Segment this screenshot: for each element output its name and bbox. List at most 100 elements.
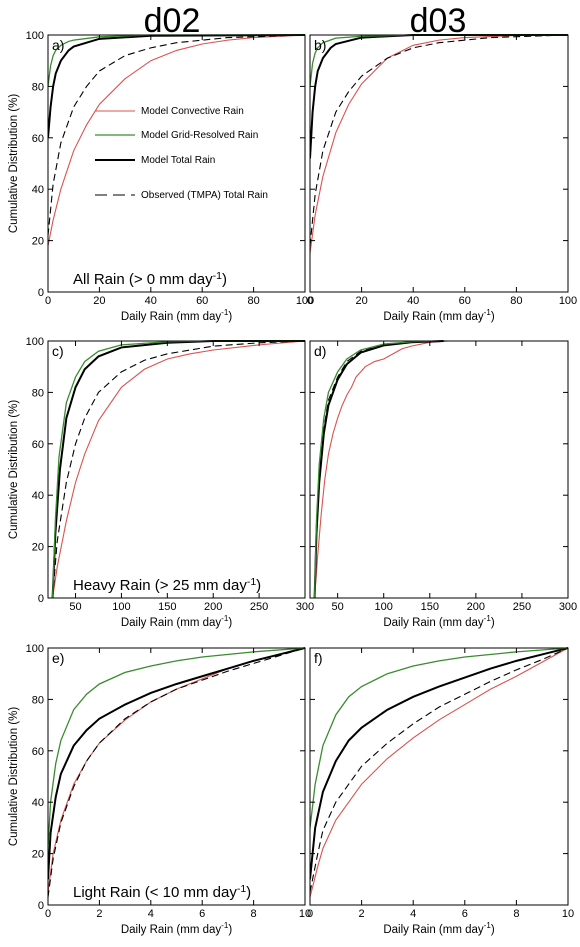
x-tick-label: 10 [299, 908, 311, 920]
series-obs-line [52, 340, 305, 599]
legend-label-obs: Observed (TMPA) Total Rain [141, 190, 268, 201]
x-tick-label: 50 [69, 601, 81, 613]
series-grid-line [48, 34, 305, 87]
y-tick-label: 20 [32, 542, 44, 554]
y-tick-label: 100 [26, 643, 44, 655]
y-tick-label: 20 [32, 849, 44, 861]
series-total-line [48, 647, 305, 880]
x-tick-label: 100 [112, 601, 130, 613]
y-axis-label: Cumulative Distribution (%) [8, 707, 20, 846]
series-grid-line [48, 647, 305, 849]
plot-frame [309, 647, 569, 906]
series-group [310, 647, 568, 898]
x-tick-label: 8 [251, 908, 257, 920]
y-tick-label: 100 [26, 336, 44, 348]
series-obs-line [310, 647, 568, 893]
x-tick-label: 200 [204, 601, 222, 613]
rain-type-label: Heavy Rain (> 25 mm day-1) [73, 576, 261, 594]
y-tick-label: 0 [38, 900, 44, 912]
panel-f: 0 2 4 6 8 10 Daily Rain (mm day-1) f) [307, 647, 574, 936]
x-tick-label: 10 [562, 908, 574, 920]
rain-type-label: Light Rain (< 10 mm day-1) [73, 883, 251, 901]
panel-label: a) [52, 37, 64, 53]
series-group [310, 34, 568, 254]
plot-frame [47, 34, 306, 293]
legend-label-grid: Model Grid-Resolved Rain [141, 130, 258, 141]
x-tick-label: 6 [462, 908, 468, 920]
series-group [51, 340, 305, 599]
x-tick-label: 100 [559, 295, 577, 307]
x-axis-label: Daily Rain (mm day-1) [121, 614, 232, 629]
column-title-d03: d03 [410, 2, 467, 40]
series-group [48, 34, 305, 246]
x-tick-label: 6 [199, 908, 205, 920]
y-tick-label: 60 [32, 133, 44, 145]
y-axis-label: Cumulative Distribution (%) [8, 94, 20, 233]
series-conv-line [314, 340, 449, 599]
x-tick-label: 50 [332, 601, 344, 613]
series-group [313, 340, 449, 599]
x-tick-label: 60 [459, 295, 471, 307]
x-tick-label: 40 [407, 295, 419, 307]
series-total-line [48, 34, 305, 138]
series-obs-line [314, 340, 440, 599]
x-tick-label: 4 [148, 908, 154, 920]
x-tick-label: 100 [375, 601, 393, 613]
x-tick-label: 150 [421, 601, 439, 613]
series-obs-line [48, 647, 305, 898]
x-tick-label: 150 [158, 601, 176, 613]
series-obs-line [310, 34, 568, 246]
x-axis-label: Daily Rain (mm day-1) [121, 921, 232, 936]
series-grid-line [51, 340, 305, 599]
series-conv-line [48, 34, 305, 246]
x-tick-label: 40 [145, 295, 157, 307]
plot-frame [47, 647, 306, 906]
legend-label-total: Model Total Rain [141, 155, 215, 166]
panel-label: d) [314, 343, 326, 359]
x-axis-label: Daily Rain (mm day-1) [383, 614, 494, 629]
panel-label: c) [52, 343, 64, 359]
x-tick-label: 80 [510, 295, 522, 307]
y-tick-label: 40 [32, 184, 44, 196]
series-obs-line [48, 34, 305, 236]
x-tick-label: 2 [359, 908, 365, 920]
legend-label-conv: Model Convective Rain [141, 106, 244, 117]
x-axis-label: Daily Rain (mm day-1) [121, 308, 232, 323]
x-tick-label: 200 [467, 601, 485, 613]
x-tick-label: 0 [45, 908, 51, 920]
column-title-d02: d02 [144, 2, 201, 40]
y-tick-label: 40 [32, 797, 44, 809]
x-tick-label: 60 [196, 295, 208, 307]
x-tick-label: 250 [513, 601, 531, 613]
x-tick-label: 300 [296, 601, 314, 613]
x-tick-label: 0 [307, 908, 313, 920]
y-tick-label: 100 [26, 30, 44, 42]
plot-frame [309, 340, 569, 599]
series-total-line [310, 34, 568, 159]
y-tick-label: 80 [32, 387, 44, 399]
x-axis-label: Daily Rain (mm day-1) [383, 308, 494, 323]
legend: Model Convective Rain Model Grid-Resolved… [95, 106, 268, 201]
x-tick-label: 0 [307, 295, 313, 307]
panel-label: b) [314, 37, 326, 53]
panel-b: 0 20 40 60 80 100 Daily Rain (mm day-1) b) [307, 34, 577, 323]
y-tick-label: 40 [32, 490, 44, 502]
series-group [48, 647, 305, 898]
series-conv-line [310, 34, 568, 254]
y-tick-label: 80 [32, 694, 44, 706]
plot-frame [47, 340, 306, 599]
plot-frame [309, 34, 569, 293]
x-tick-label: 100 [296, 295, 314, 307]
series-total-line [51, 340, 305, 599]
series-conv-line [52, 340, 305, 599]
panel-d: 50 100 150 200 250 300 Daily Rain (mm day-1) d) [309, 340, 577, 629]
rain-type-label: All Rain (> 0 mm day-1) [73, 270, 227, 288]
y-tick-label: 20 [32, 236, 44, 248]
x-tick-label: 8 [513, 908, 519, 920]
x-tick-label: 4 [410, 908, 416, 920]
y-tick-label: 0 [38, 593, 44, 605]
series-conv-line [310, 647, 568, 898]
